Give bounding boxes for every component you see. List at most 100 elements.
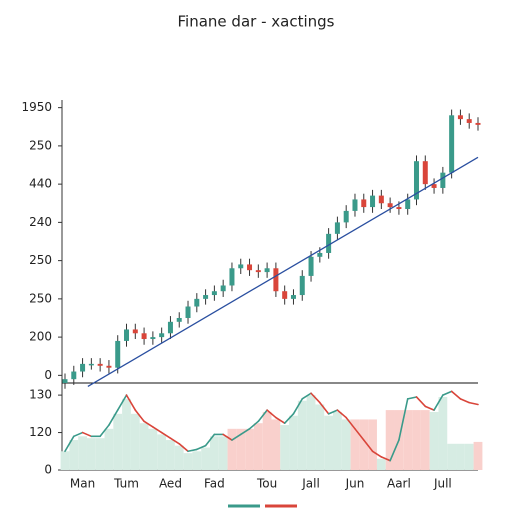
histogram-bar xyxy=(438,396,448,470)
x-tick-label: Jull xyxy=(433,477,452,491)
oscillator-segment xyxy=(389,439,400,462)
y-tick-label: 440 xyxy=(29,177,52,191)
candle-body xyxy=(238,264,244,269)
candle-body xyxy=(132,329,138,334)
histogram-bar xyxy=(148,428,158,470)
candle-body xyxy=(449,115,455,173)
candle-body xyxy=(124,329,130,341)
oscillator-segment xyxy=(222,433,233,441)
histogram-bar xyxy=(227,428,237,470)
candle-body xyxy=(264,268,270,273)
oscillator-segment xyxy=(248,420,260,430)
candle-body xyxy=(343,210,349,223)
histogram-bar xyxy=(271,419,281,470)
histogram-bar xyxy=(306,395,316,470)
oscillator-segment xyxy=(196,444,207,451)
histogram-bar xyxy=(341,419,351,470)
candle-body xyxy=(106,365,112,368)
oscillator-segment xyxy=(116,394,128,411)
candle-body xyxy=(413,161,419,200)
oscillator-segment xyxy=(169,437,181,445)
candle-body xyxy=(370,195,376,208)
candle-body xyxy=(203,295,209,299)
oscillator-segment xyxy=(336,409,347,419)
candle-body xyxy=(308,256,314,276)
histogram-bar xyxy=(447,443,457,470)
trend-line xyxy=(87,156,479,388)
candle-body xyxy=(229,268,235,286)
histogram-bar xyxy=(262,411,272,470)
y-tick-label: 1950 xyxy=(21,100,52,114)
histogram-bar xyxy=(69,440,79,470)
oscillator-segment xyxy=(468,401,479,406)
x-tick-label: Tou xyxy=(256,477,277,491)
candle-body xyxy=(115,340,121,368)
candle-body xyxy=(440,172,446,188)
oscillator-segment xyxy=(327,409,339,415)
histogram-bar xyxy=(245,428,254,470)
oscillator-segment xyxy=(143,420,154,428)
oscillator-segment xyxy=(442,390,453,396)
oscillator-segment xyxy=(362,439,374,453)
x-tick-label: Jall xyxy=(301,477,320,491)
candle-body xyxy=(97,363,103,366)
candle-body xyxy=(176,317,182,322)
x-tick-label: Aarl xyxy=(387,477,411,491)
candle-body xyxy=(387,203,393,208)
oscillator-segment xyxy=(371,450,383,458)
histogram-bar xyxy=(95,438,105,470)
histogram-bar xyxy=(315,404,325,470)
candle-body xyxy=(290,295,296,299)
histogram-bar xyxy=(289,415,298,470)
y-tick-label: 250 xyxy=(29,138,52,152)
candle-body xyxy=(71,371,77,380)
histogram-bar xyxy=(429,411,439,470)
candle-body xyxy=(185,306,191,318)
histogram-bar xyxy=(385,410,395,470)
oscillator-segment xyxy=(239,428,251,436)
candle-body xyxy=(273,268,279,292)
histogram-bar xyxy=(297,400,307,470)
histogram-bar xyxy=(201,447,210,470)
oscillator-segment xyxy=(345,416,356,430)
oscillator-segment xyxy=(319,401,330,415)
oscillator-segment xyxy=(257,409,268,423)
oscillator-segment xyxy=(99,424,110,438)
candle-body xyxy=(422,161,428,185)
y-tick-label: 0 xyxy=(44,463,52,477)
histogram-bar xyxy=(473,441,483,470)
candle-body xyxy=(62,379,68,383)
candle-body xyxy=(150,337,156,340)
y-tick-label: 250 xyxy=(29,291,52,305)
oscillator-segment xyxy=(459,398,471,404)
y-tick-label: 250 xyxy=(29,253,52,267)
y-tick-label: 200 xyxy=(29,330,52,344)
histogram-bar xyxy=(166,440,175,470)
oscillator-segment xyxy=(64,435,75,453)
candle-body xyxy=(405,199,411,209)
oscillator-segment xyxy=(152,426,163,434)
histogram-bar xyxy=(78,436,87,470)
candle-body xyxy=(247,264,253,271)
candle-body xyxy=(167,321,173,334)
oscillator-segment xyxy=(406,396,418,400)
candle-body xyxy=(378,195,384,204)
oscillator-segment xyxy=(415,396,427,408)
candle-body xyxy=(334,222,340,234)
oscillator-segment xyxy=(433,394,444,411)
candle-body xyxy=(361,199,367,208)
candle-body xyxy=(466,119,472,123)
candle-body xyxy=(211,291,217,296)
oscillator-segment xyxy=(72,431,84,438)
oscillator-segment xyxy=(450,390,462,400)
histogram-bar xyxy=(218,436,228,470)
x-tick-label: Man xyxy=(70,477,95,491)
histogram-bar xyxy=(236,428,246,470)
histogram-bar xyxy=(420,410,430,470)
histogram-bar xyxy=(376,458,386,470)
x-tick-label: Aed xyxy=(159,477,182,491)
oscillator-segment xyxy=(301,392,312,400)
histogram-bar xyxy=(403,410,413,470)
histogram-bar xyxy=(113,413,123,470)
